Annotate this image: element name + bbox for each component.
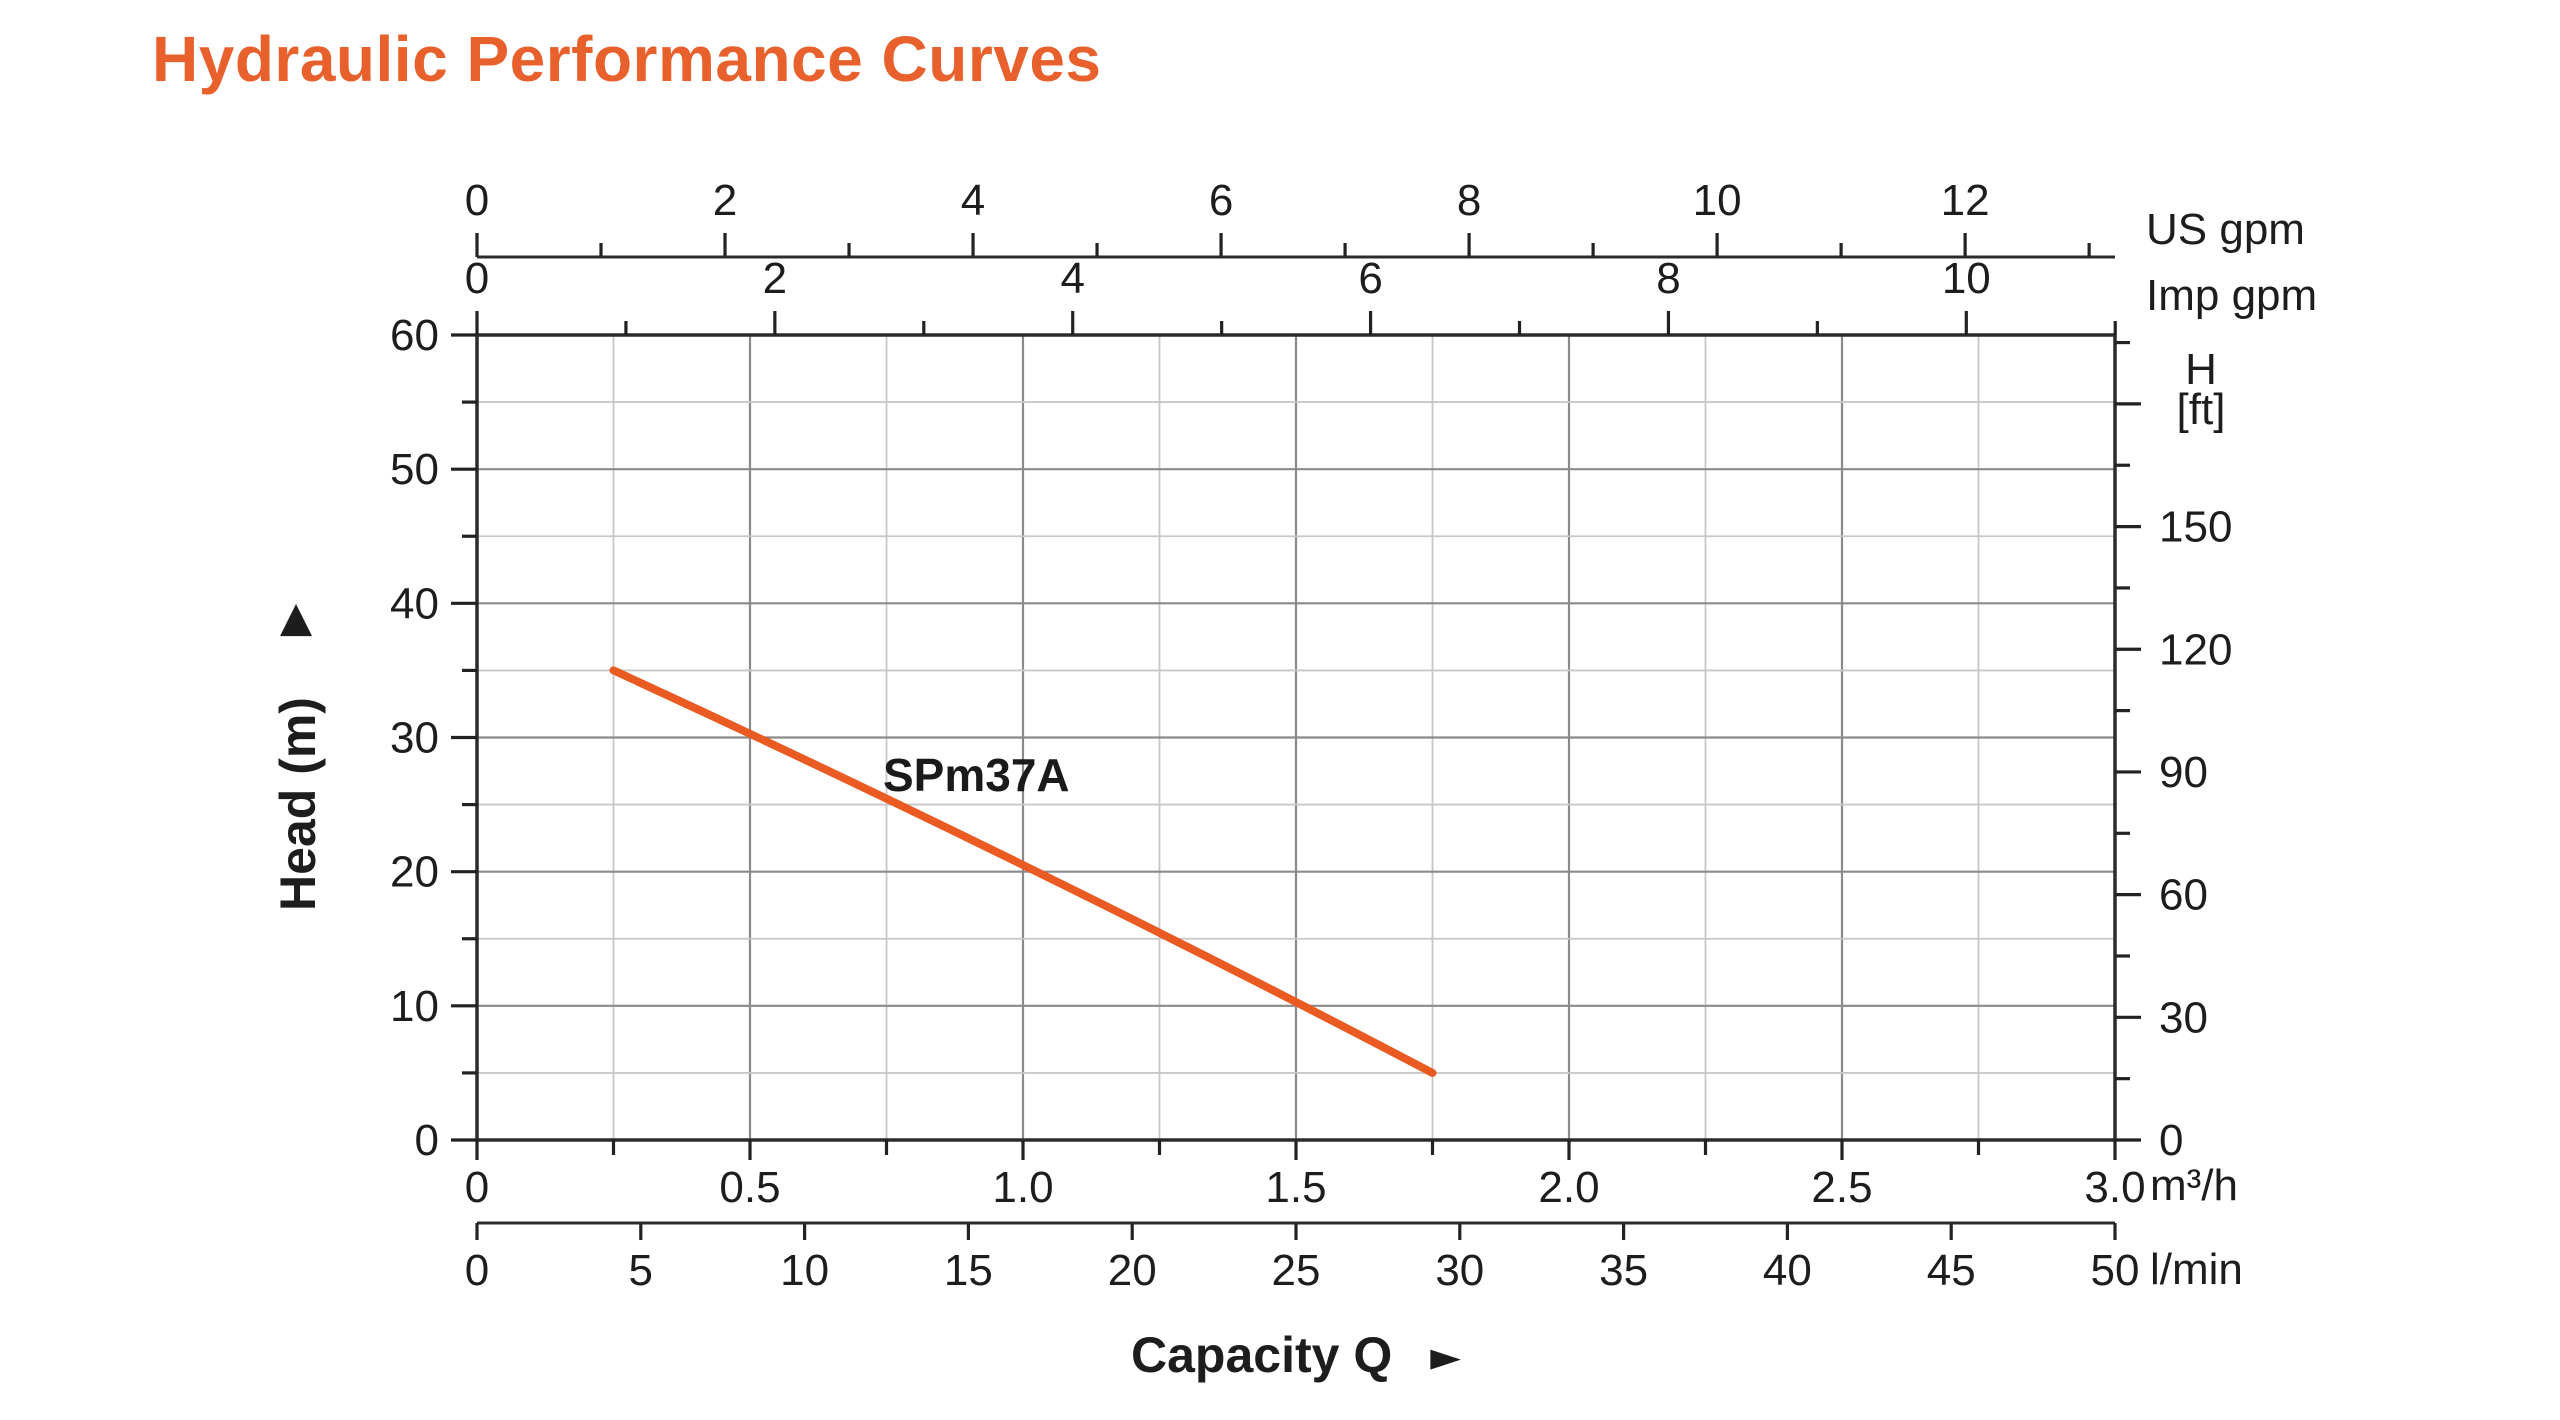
left-axis-tick-label: 30 — [390, 714, 439, 763]
us-gpm-tick-label: 8 — [1457, 176, 1481, 225]
m3h-axis-unit: m³/h — [2150, 1161, 2238, 1210]
imp-gpm-tick-label: 10 — [1942, 254, 1991, 303]
us-gpm-tick-label: 10 — [1693, 176, 1742, 225]
imp-gpm-axis-unit: Imp gpm — [2146, 271, 2318, 320]
left-axis-tick-label: 40 — [390, 579, 439, 628]
m3h-axis-tick-label: 2.5 — [1811, 1163, 1872, 1212]
us-gpm-tick-label: 0 — [465, 176, 489, 225]
lmin-axis-unit: l/min — [2150, 1245, 2243, 1294]
x-axis-title: Capacity Q ► — [477, 1326, 2115, 1384]
pump-curve — [609, 666, 1437, 1077]
right-axis-tick-label: 150 — [2159, 503, 2232, 552]
right-axis-tick-label: 60 — [2159, 871, 2208, 920]
page-title: Hydraulic Performance Curves — [152, 23, 1102, 95]
lmin-tick-label: 5 — [629, 1246, 653, 1295]
lmin-tick-label: 45 — [1927, 1246, 1976, 1295]
imp-gpm-tick-label: 2 — [763, 254, 787, 303]
y-axis-title: Head (m) — [156, 662, 440, 946]
m3h-axis-tick-label: 3.0 — [2084, 1163, 2145, 1212]
x-axis-title-text: Capacity Q — [1131, 1327, 1393, 1383]
right-axis-title-ft: [ft] — [2176, 385, 2226, 434]
left-axis-tick-label: 20 — [390, 848, 439, 897]
lmin-tick-label: 25 — [1272, 1246, 1321, 1295]
lmin-tick-label: 20 — [1108, 1246, 1157, 1295]
imp-gpm-tick-label: 6 — [1358, 254, 1382, 303]
imp-gpm-tick-label: 8 — [1656, 254, 1680, 303]
lmin-tick-label: 35 — [1599, 1246, 1648, 1295]
lmin-tick-label: 40 — [1763, 1246, 1812, 1295]
imp-gpm-tick-label: 4 — [1060, 254, 1084, 303]
us-gpm-tick-label: 2 — [713, 176, 737, 225]
m3h-axis-tick-label: 1.0 — [992, 1163, 1053, 1212]
us-gpm-axis-unit: US gpm — [2146, 205, 2305, 254]
left-axis-tick-label: 10 — [390, 982, 439, 1031]
lmin-tick-label: 15 — [944, 1246, 993, 1295]
right-axis-tick-label: 120 — [2159, 625, 2232, 674]
m3h-axis-tick-label: 1.5 — [1265, 1163, 1326, 1212]
left-axis-tick-label: 50 — [390, 445, 439, 494]
m3h-axis-tick-label: 0 — [465, 1163, 489, 1212]
lmin-tick-label: 10 — [780, 1246, 829, 1295]
us-gpm-tick-label: 6 — [1209, 176, 1233, 225]
lmin-tick-label: 50 — [2091, 1246, 2140, 1295]
lmin-tick-label: 0 — [465, 1246, 489, 1295]
m3h-axis-tick-label: 0.5 — [719, 1163, 780, 1212]
lmin-tick-label: 30 — [1435, 1246, 1484, 1295]
series-label-spm37a: SPm37A — [883, 749, 1070, 801]
y-axis-title-text: Head (m) — [270, 697, 326, 911]
m3h-axis-tick-label: 2.0 — [1538, 1163, 1599, 1212]
us-gpm-tick-label: 12 — [1941, 176, 1990, 225]
right-arrow-icon: ► — [1430, 1334, 1461, 1380]
right-axis-title-h: H — [2185, 345, 2217, 394]
imp-gpm-tick-label: 0 — [465, 254, 489, 303]
right-axis-tick-label: 0 — [2159, 1116, 2183, 1165]
us-gpm-tick-label: 4 — [961, 176, 985, 225]
up-arrow-icon: ▲ — [279, 592, 313, 641]
left-axis-tick-label: 60 — [390, 311, 439, 360]
right-axis-tick-label: 30 — [2159, 993, 2208, 1042]
left-axis-tick-label: 0 — [415, 1116, 439, 1165]
right-axis-tick-label: 90 — [2159, 748, 2208, 797]
